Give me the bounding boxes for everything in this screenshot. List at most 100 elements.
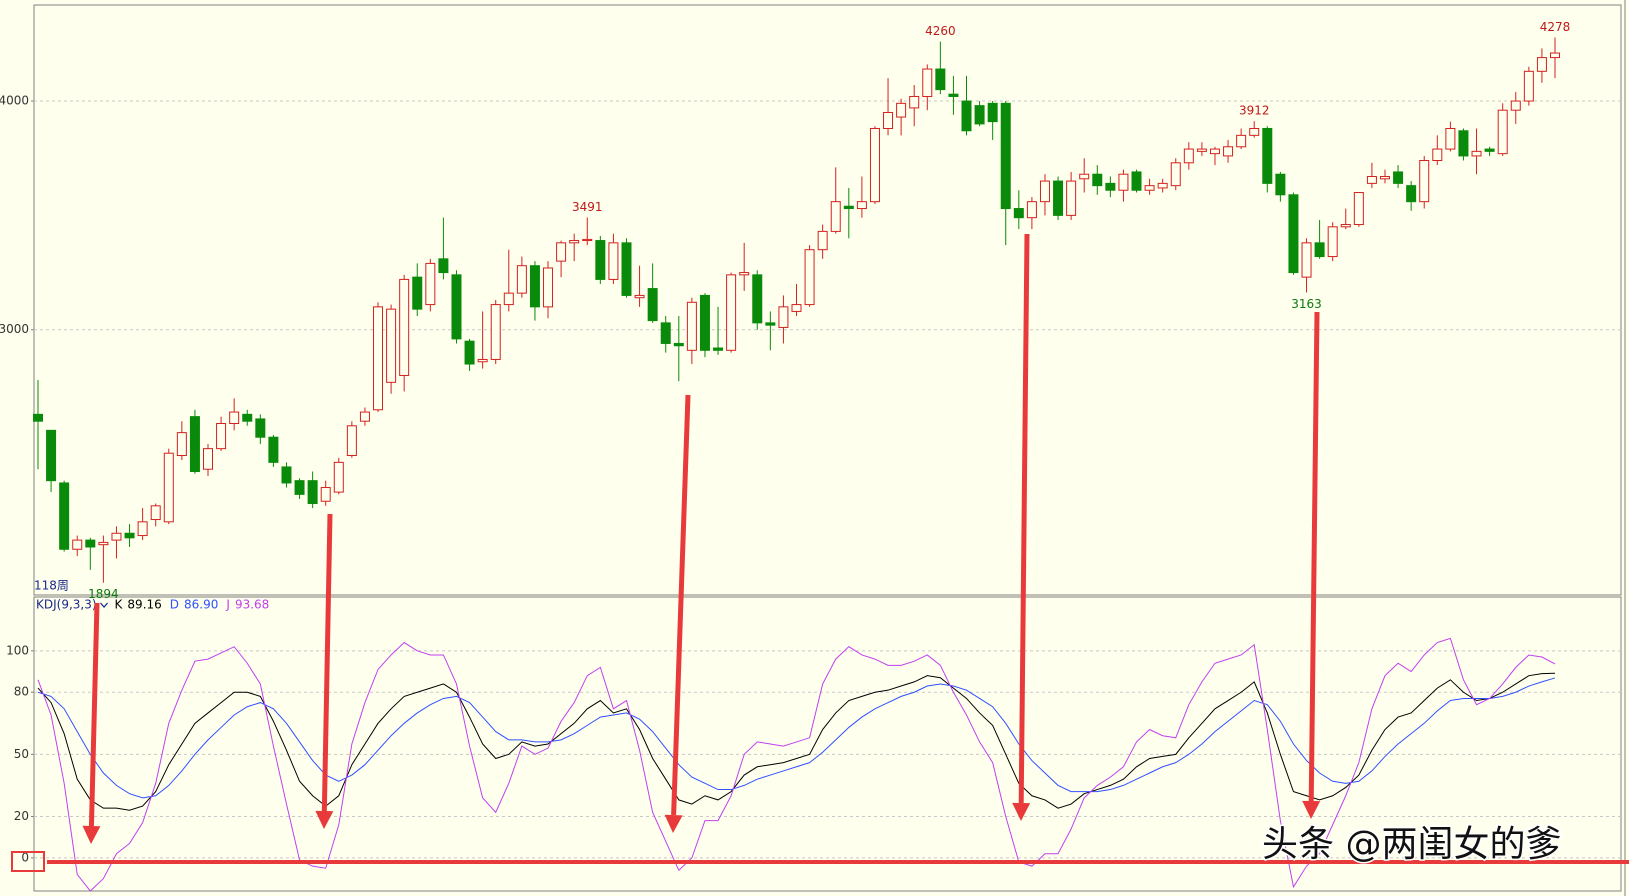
candle-body bbox=[229, 411, 240, 424]
candle-body bbox=[1066, 180, 1077, 216]
candle-body bbox=[804, 249, 815, 306]
candle-body bbox=[765, 322, 776, 326]
y-tick-label: 100 bbox=[6, 643, 29, 657]
candle-body bbox=[778, 306, 789, 328]
candle-body bbox=[1131, 171, 1142, 191]
candle-body bbox=[307, 480, 318, 505]
candle-body bbox=[516, 265, 527, 294]
candle-body bbox=[987, 102, 998, 123]
arrow-head bbox=[82, 825, 101, 844]
candle-body bbox=[961, 100, 972, 132]
candle-body bbox=[699, 294, 710, 351]
candle-body bbox=[922, 68, 933, 97]
high-label: 3491 bbox=[572, 200, 603, 214]
candle-body bbox=[1550, 52, 1560, 59]
candle-body bbox=[1484, 148, 1495, 152]
high-label: 4260 bbox=[925, 24, 956, 38]
price-panel-frame bbox=[33, 4, 1622, 596]
arrow-head bbox=[664, 814, 683, 833]
candle-body bbox=[1301, 242, 1312, 278]
candle-body bbox=[268, 436, 279, 463]
candle-body bbox=[359, 411, 370, 422]
kdj-line bbox=[37, 637, 1556, 892]
legend-value: 93.68 bbox=[235, 598, 269, 612]
candle-body bbox=[1196, 148, 1207, 152]
candles bbox=[33, 37, 1560, 583]
candle-body bbox=[346, 425, 357, 457]
candle-body bbox=[1249, 127, 1260, 136]
candle-body bbox=[490, 304, 501, 360]
candle-body bbox=[686, 301, 697, 351]
arrow-shaft bbox=[1018, 233, 1030, 804]
candle-body bbox=[1445, 127, 1456, 150]
dropdown-chevron bbox=[100, 602, 109, 608]
candle-body bbox=[320, 487, 331, 502]
arrow-shaft bbox=[1308, 311, 1320, 802]
arrow-shaft bbox=[88, 602, 100, 827]
candle-body bbox=[1353, 192, 1364, 226]
kdj-panel-frame bbox=[33, 596, 1622, 892]
candle-body bbox=[242, 413, 253, 422]
candle-body bbox=[817, 230, 828, 251]
candle-body bbox=[1432, 148, 1443, 162]
candle-body bbox=[1118, 173, 1129, 191]
candle-body bbox=[869, 127, 880, 203]
candle-body bbox=[752, 274, 763, 324]
candle-body bbox=[425, 262, 436, 306]
candle-body bbox=[660, 322, 671, 344]
candle-body bbox=[72, 539, 83, 550]
candle-body bbox=[1053, 180, 1064, 216]
candle-body bbox=[399, 278, 410, 376]
candle-body bbox=[333, 461, 344, 493]
candle-body bbox=[1157, 182, 1168, 189]
legend-name: J bbox=[225, 598, 230, 612]
candle-body bbox=[1523, 70, 1534, 102]
candle-body bbox=[255, 418, 266, 438]
y-tick-label: 0 bbox=[21, 850, 29, 864]
candle-body bbox=[176, 432, 187, 457]
legend-name: D bbox=[170, 598, 179, 612]
candle-body bbox=[1327, 226, 1338, 258]
candle-body bbox=[1144, 185, 1155, 191]
candle-body bbox=[111, 532, 122, 541]
candle-body bbox=[1379, 176, 1390, 180]
candle-body bbox=[373, 306, 384, 411]
candle-body bbox=[163, 452, 174, 523]
candle-body bbox=[1170, 162, 1181, 187]
candle-body bbox=[1039, 180, 1050, 203]
y-tick-label: 20 bbox=[14, 809, 29, 823]
candle-body bbox=[1079, 173, 1090, 180]
candle-body bbox=[1105, 182, 1116, 191]
y-tick-label: 50 bbox=[14, 747, 29, 761]
candle-body bbox=[1340, 224, 1351, 228]
candle-body bbox=[150, 505, 161, 521]
kdj-line bbox=[37, 672, 1556, 811]
candle-body bbox=[1183, 148, 1194, 164]
arrow-shaft bbox=[671, 394, 691, 816]
candle-body bbox=[294, 480, 305, 495]
zero-highlight-box bbox=[11, 851, 45, 872]
candle-body bbox=[1419, 160, 1430, 203]
kdj-line bbox=[37, 677, 1556, 799]
candle-body bbox=[1406, 185, 1417, 203]
candle-body bbox=[739, 272, 750, 276]
candle-body bbox=[46, 429, 57, 482]
candle-body bbox=[1314, 242, 1325, 258]
candle-body bbox=[451, 274, 462, 340]
candle-body bbox=[477, 358, 488, 363]
candle-body bbox=[883, 111, 894, 129]
candle-body bbox=[1223, 146, 1234, 157]
candle-body bbox=[1000, 102, 1011, 210]
candle-body bbox=[896, 102, 907, 118]
candle-body bbox=[608, 242, 619, 280]
candle-body bbox=[529, 265, 540, 308]
candle-body bbox=[673, 342, 684, 347]
candle-body bbox=[1536, 57, 1547, 72]
legend-name: K bbox=[115, 598, 124, 612]
candle-body bbox=[856, 201, 867, 210]
candle-body bbox=[464, 340, 475, 365]
candle-body bbox=[33, 413, 43, 422]
indicator-title: KDJ(9,3,3) bbox=[36, 598, 97, 612]
